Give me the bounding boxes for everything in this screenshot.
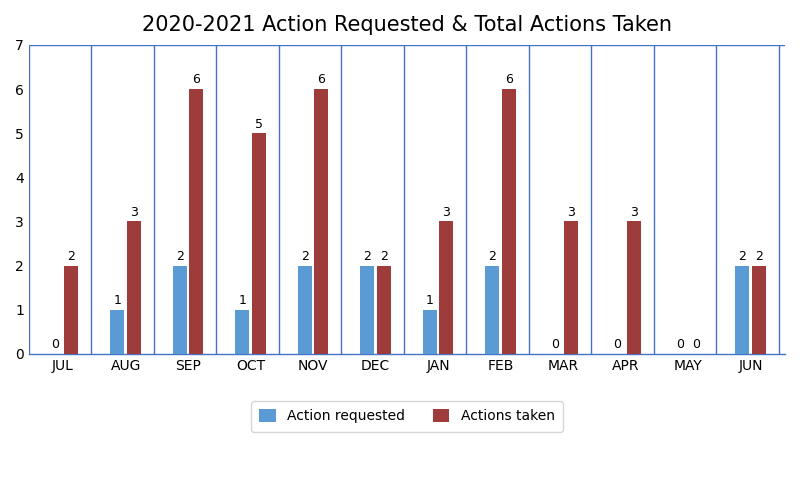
Text: 0: 0: [614, 338, 622, 351]
Text: 2: 2: [301, 250, 309, 263]
Text: 5: 5: [255, 118, 263, 131]
Text: 3: 3: [130, 206, 138, 219]
Bar: [735, 266, 750, 354]
Bar: [252, 133, 266, 354]
Bar: [65, 266, 78, 354]
Text: 3: 3: [630, 206, 638, 219]
Text: 6: 6: [505, 74, 513, 86]
Text: 1: 1: [114, 294, 122, 307]
Text: 2: 2: [738, 250, 746, 263]
Bar: [190, 89, 203, 354]
Bar: [127, 222, 141, 354]
Text: 0: 0: [692, 338, 700, 351]
Title: 2020-2021 Action Requested & Total Actions Taken: 2020-2021 Action Requested & Total Actio…: [142, 15, 672, 35]
Bar: [110, 310, 124, 354]
Text: 6: 6: [193, 74, 200, 86]
Legend: Action requested, Actions taken: Action requested, Actions taken: [251, 401, 563, 432]
Text: 2: 2: [363, 250, 371, 263]
Text: 2: 2: [67, 250, 75, 263]
Text: 2: 2: [755, 250, 763, 263]
Bar: [298, 266, 312, 354]
Text: 0: 0: [51, 338, 59, 351]
Bar: [565, 222, 578, 354]
Bar: [439, 222, 454, 354]
Bar: [235, 310, 250, 354]
Text: 3: 3: [442, 206, 450, 219]
Bar: [173, 266, 186, 354]
Bar: [361, 266, 374, 354]
Text: 1: 1: [238, 294, 246, 307]
Text: 2: 2: [176, 250, 184, 263]
Text: 6: 6: [318, 74, 326, 86]
Text: 0: 0: [676, 338, 684, 351]
Bar: [752, 266, 766, 354]
Text: 2: 2: [489, 250, 496, 263]
Text: 3: 3: [567, 206, 575, 219]
Bar: [423, 310, 437, 354]
Text: 0: 0: [551, 338, 559, 351]
Bar: [486, 266, 499, 354]
Bar: [377, 266, 390, 354]
Bar: [627, 222, 641, 354]
Text: 1: 1: [426, 294, 434, 307]
Bar: [314, 89, 328, 354]
Text: 2: 2: [380, 250, 388, 263]
Bar: [502, 89, 516, 354]
